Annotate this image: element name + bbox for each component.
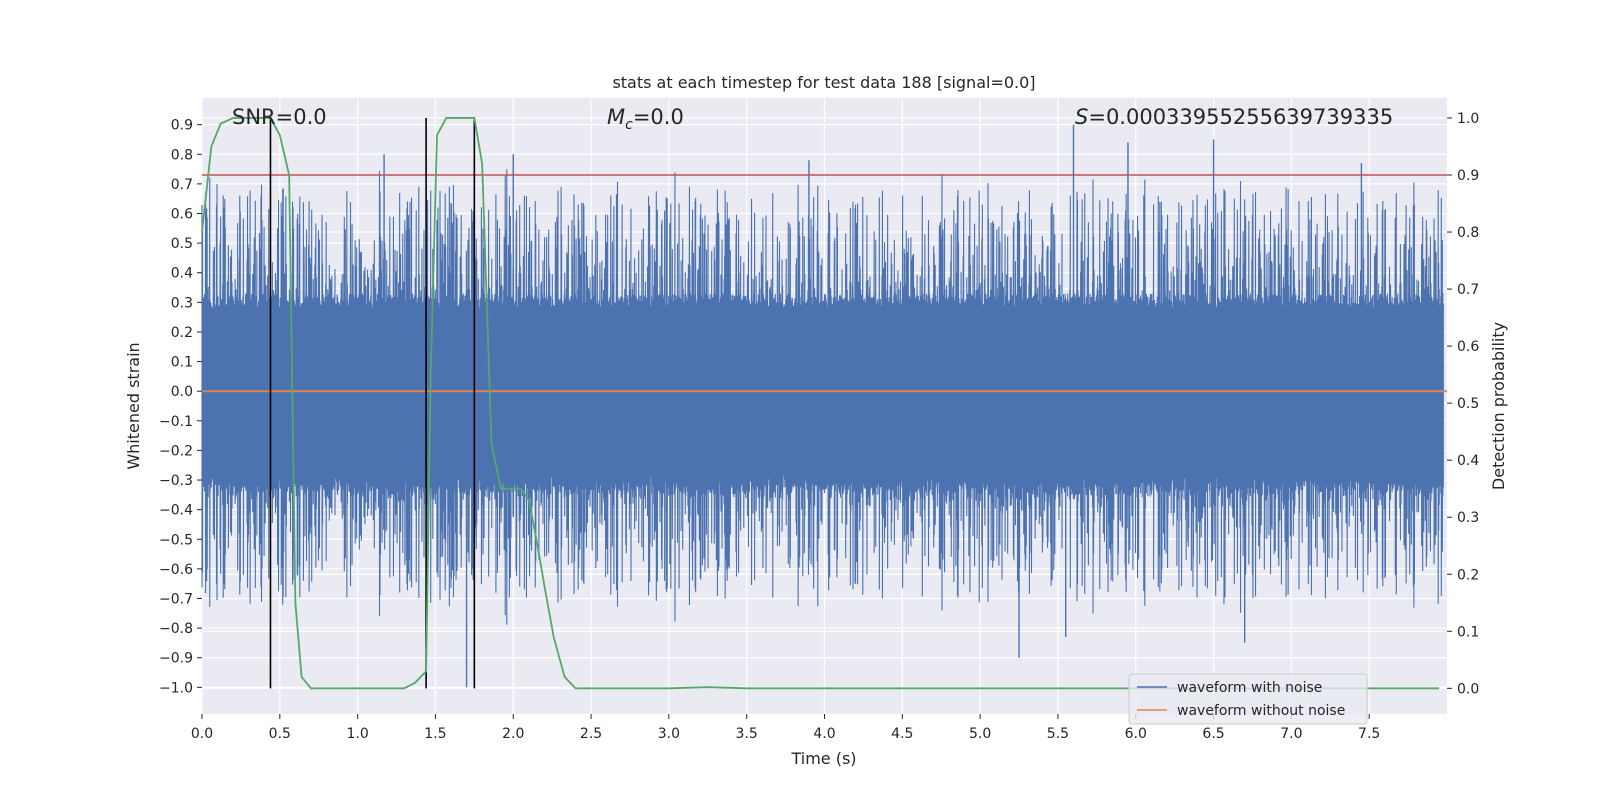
- left-tick-label-7: 0.2: [171, 325, 193, 341]
- x-tick-label-0: 0.0: [191, 726, 213, 742]
- x-tick-label-8: 4.0: [813, 726, 835, 742]
- left-tick-label-3: 0.6: [171, 207, 193, 223]
- left-tick-label-4: 0.5: [171, 236, 193, 252]
- x-tick-label-3: 1.5: [424, 726, 446, 742]
- left-tick-label-17: −0.8: [159, 621, 193, 637]
- x-tick-label-2: 1.0: [346, 726, 368, 742]
- right-tick-label-1: 0.9: [1457, 168, 1479, 184]
- left-axis-label: Whitened strain: [124, 342, 143, 469]
- right-tick-label-4: 0.6: [1457, 339, 1479, 355]
- left-axis-ticks: 0.9 0.8 0.7 0.6 0.5 0.4 0.3 0.2 0.1 0.0 −0.1 −0.2 −0…: [159, 118, 202, 696]
- x-tick-label-5: 2.5: [580, 726, 602, 742]
- left-tick-label-10: −0.1: [159, 414, 193, 430]
- right-tick-label-5: 0.5: [1457, 396, 1479, 412]
- x-tick-label-11: 5.5: [1047, 726, 1069, 742]
- left-tick-label-2: 0.7: [171, 177, 193, 193]
- left-tick-label-8: 0.1: [171, 355, 193, 371]
- right-tick-label-7: 0.3: [1457, 510, 1479, 526]
- left-tick-label-19: −1.0: [159, 680, 193, 696]
- right-tick-label-6: 0.4: [1457, 453, 1479, 469]
- legend-label-clean: waveform without noise: [1177, 703, 1345, 719]
- chart-title: stats at each timestep for test data 188…: [612, 73, 1035, 92]
- legend-label-noise: waveform with noise: [1177, 680, 1322, 696]
- noise-trace: [201, 169, 1444, 625]
- left-tick-label-15: −0.6: [159, 562, 193, 578]
- right-axis-label: Detection probability: [1489, 322, 1508, 490]
- left-tick-label-9: 0.0: [171, 384, 193, 400]
- mc-symbol: M: [607, 105, 625, 129]
- legend: waveform with noise waveform without noi…: [1128, 673, 1368, 725]
- left-tick-label-0: 0.9: [171, 118, 193, 134]
- mc-annotation: Mc=0.0: [607, 105, 684, 133]
- noise-waveform: [201, 124, 1444, 688]
- x-tick-label-6: 3.0: [658, 726, 680, 742]
- x-axis-label: Time (s): [790, 749, 856, 768]
- s-value: =0.00033955255639739335: [1088, 105, 1393, 129]
- left-tick-label-1: 0.8: [171, 147, 193, 163]
- left-tick-label-11: −0.2: [159, 443, 193, 459]
- left-tick-label-16: −0.7: [159, 592, 193, 608]
- right-tick-label-3: 0.7: [1457, 282, 1479, 298]
- x-tick-label-15: 7.5: [1358, 726, 1380, 742]
- x-tick-label-13: 6.5: [1202, 726, 1224, 742]
- x-tick-label-10: 5.0: [969, 726, 991, 742]
- s-symbol: S: [1075, 105, 1088, 129]
- snr-annotation: SNR=0.0: [232, 105, 327, 129]
- mc-value: =0.0: [633, 105, 684, 129]
- overlay-lines: [201, 117, 1447, 690]
- x-axis-ticks: 0.0 0.5 1.0 1.5 2.0 2.5 3.0 3.5 4.0 4.5 5.0 5.5 6.0 6…: [191, 714, 1380, 742]
- left-tick-label-14: −0.5: [159, 532, 193, 548]
- right-axis-ticks: 1.0 0.9 0.8 0.7 0.6 0.5 0.4 0.3 0.2 0.1 0.0: [1447, 111, 1479, 697]
- legend-box: [1128, 673, 1368, 725]
- x-tick-label-9: 4.5: [891, 726, 913, 742]
- s-annotation: S=0.00033955255639739335: [1075, 105, 1393, 129]
- left-tick-label-6: 0.3: [171, 295, 193, 311]
- x-tick-label-14: 7.0: [1280, 726, 1302, 742]
- right-tick-label-8: 0.2: [1457, 567, 1479, 583]
- right-tick-label-10: 0.0: [1457, 681, 1479, 697]
- right-tick-label-0: 1.0: [1457, 111, 1479, 127]
- mc-subscript: c: [625, 117, 633, 133]
- x-tick-label-4: 2.0: [502, 726, 524, 742]
- left-tick-label-13: −0.4: [159, 503, 193, 519]
- left-tick-label-18: −0.9: [159, 651, 193, 667]
- x-tick-label-12: 6.0: [1125, 726, 1147, 742]
- x-tick-label-7: 3.5: [736, 726, 758, 742]
- right-tick-label-9: 0.1: [1457, 624, 1479, 640]
- left-tick-label-12: −0.3: [159, 473, 193, 489]
- left-tick-label-5: 0.4: [171, 266, 193, 282]
- detection-probability-line: [201, 117, 1440, 690]
- right-tick-label-2: 0.8: [1457, 225, 1479, 241]
- x-tick-label-1: 0.5: [269, 726, 291, 742]
